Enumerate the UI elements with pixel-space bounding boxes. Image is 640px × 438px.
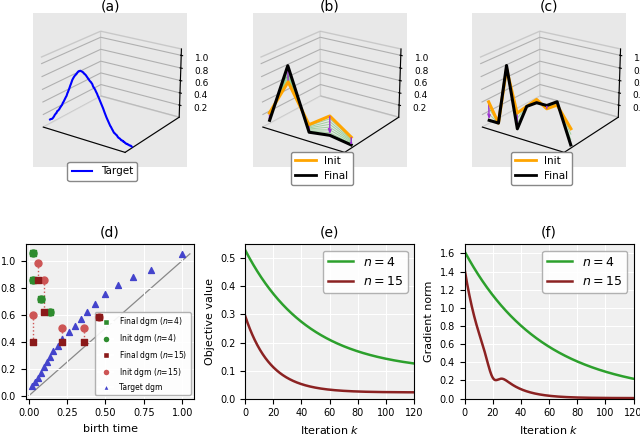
Target dgm: [113, 282, 123, 289]
Legend: Init, Final: Init, Final: [291, 152, 353, 185]
Target dgm: [33, 375, 43, 382]
$n=15$: [630, 396, 637, 401]
Point: [28, 276, 38, 283]
Point: [28, 276, 38, 283]
$n=4$: [552, 348, 560, 353]
Point: [79, 325, 89, 332]
Point: [94, 314, 104, 321]
Title: (d): (d): [100, 225, 120, 239]
$n=4$: [410, 361, 418, 366]
Y-axis label: Gradient norm: Gradient norm: [424, 281, 434, 362]
Title: (e): (e): [320, 225, 339, 239]
Point: [58, 338, 68, 345]
Target dgm: [27, 383, 37, 390]
Target dgm: [147, 267, 157, 274]
Target dgm: [100, 291, 111, 298]
Target dgm: [39, 364, 49, 371]
$n=4$: [333, 340, 340, 346]
$n=15$: [380, 389, 387, 395]
$n=4$: [626, 375, 634, 381]
Line: $n=15$: $n=15$: [245, 316, 414, 392]
Point: [79, 338, 89, 345]
X-axis label: birth time: birth time: [83, 424, 138, 434]
$n=15$: [406, 390, 414, 395]
Target dgm: [52, 343, 63, 350]
Point: [28, 249, 38, 256]
Legend: $n=4$, $n=15$: $n=4$, $n=15$: [542, 251, 627, 293]
Y-axis label: Objective value: Objective value: [205, 278, 214, 365]
Target dgm: [82, 308, 92, 315]
Legend: Init, Final: Init, Final: [511, 152, 572, 185]
$n=15$: [561, 394, 569, 399]
Point: [28, 311, 38, 318]
Point: [33, 260, 43, 267]
Title: (c): (c): [540, 0, 559, 13]
Point: [45, 308, 55, 315]
Target dgm: [70, 322, 80, 329]
$n=4$: [323, 336, 330, 341]
Line: $n=4$: $n=4$: [245, 250, 414, 364]
Point: [39, 276, 49, 283]
$n=4$: [461, 249, 468, 254]
$n=4$: [241, 247, 249, 253]
$n=15$: [321, 387, 329, 392]
$n=15$: [410, 390, 418, 395]
Legend: $n=4$, $n=15$: $n=4$, $n=15$: [323, 251, 408, 293]
$n=15$: [241, 313, 249, 318]
Point: [33, 276, 43, 283]
$n=15$: [333, 388, 340, 393]
$n=4$: [599, 368, 607, 374]
$n=15$: [599, 396, 607, 401]
Target dgm: [36, 369, 46, 376]
Target dgm: [128, 273, 138, 280]
Legend: Final dgm ($n$=4), Init dgm ($n$=4), Final dgm ($n$=15), Init dgm ($n$=15), Targ: Final dgm ($n$=4), Init dgm ($n$=4), Fin…: [95, 312, 191, 395]
Line: $n=15$: $n=15$: [465, 270, 634, 398]
Point: [45, 308, 55, 315]
Target dgm: [76, 315, 86, 322]
Target dgm: [42, 359, 52, 366]
Point: [39, 308, 49, 315]
Legend: Target: Target: [67, 162, 137, 180]
Target dgm: [177, 251, 188, 258]
$n=4$: [542, 342, 550, 347]
Target dgm: [58, 336, 68, 343]
Point: [28, 249, 38, 256]
$n=15$: [461, 267, 468, 272]
Title: (f): (f): [541, 225, 557, 239]
$n=15$: [552, 394, 560, 399]
Point: [36, 295, 46, 302]
Target dgm: [48, 348, 58, 355]
Title: (b): (b): [320, 0, 339, 13]
$n=15$: [541, 392, 548, 398]
Line: $n=4$: $n=4$: [465, 252, 634, 379]
Target dgm: [45, 353, 55, 360]
X-axis label: Iteration $k$: Iteration $k$: [520, 424, 579, 436]
$n=4$: [406, 360, 414, 366]
Point: [28, 338, 38, 345]
X-axis label: Iteration $k$: Iteration $k$: [300, 424, 360, 436]
$n=15$: [342, 389, 349, 394]
$n=4$: [342, 344, 349, 350]
Target dgm: [90, 300, 100, 307]
Target dgm: [63, 329, 74, 336]
$n=4$: [321, 335, 329, 340]
$n=4$: [561, 353, 569, 358]
Point: [94, 314, 104, 321]
$n=15$: [323, 387, 330, 392]
$n=15$: [542, 393, 550, 398]
Point: [58, 325, 68, 332]
Point: [36, 295, 46, 302]
Title: (a): (a): [100, 0, 120, 13]
$n=15$: [626, 396, 634, 401]
$n=4$: [630, 376, 637, 381]
$n=4$: [380, 356, 387, 361]
$n=4$: [541, 342, 548, 347]
Target dgm: [29, 379, 40, 386]
